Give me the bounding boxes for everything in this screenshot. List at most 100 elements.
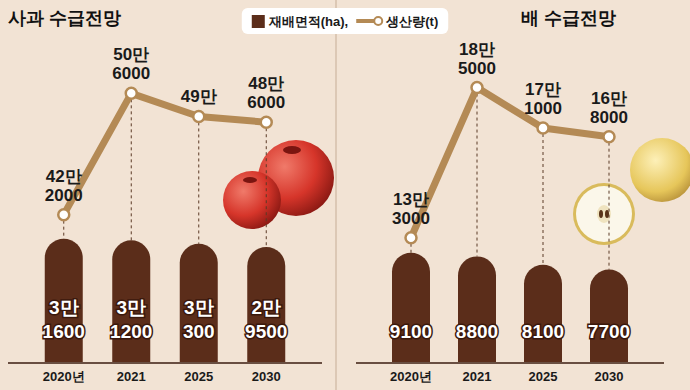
drop-line bbox=[266, 122, 267, 247]
label-line: 2만 bbox=[251, 297, 281, 318]
bar-series bbox=[392, 253, 628, 362]
category-label: 2030 bbox=[595, 369, 624, 384]
legend-label: 생산량(t) bbox=[385, 14, 438, 29]
pear-seed bbox=[599, 210, 603, 218]
bar-label: 7700 bbox=[588, 321, 630, 342]
chart-title: 배 수급전망 bbox=[521, 8, 616, 28]
line-label: 17만1000 bbox=[524, 80, 562, 118]
bar bbox=[112, 240, 150, 362]
category-label: 2020년 bbox=[390, 369, 432, 384]
label-line: 48만 bbox=[248, 74, 284, 93]
line-label: 49만 bbox=[181, 87, 217, 106]
legend: 재배면적(ha), 생산량(t) bbox=[242, 8, 448, 34]
line-marker bbox=[58, 209, 69, 220]
baseline bbox=[356, 362, 664, 364]
drop-line bbox=[609, 137, 610, 270]
label-line: 2000 bbox=[45, 186, 83, 205]
baseline bbox=[8, 362, 322, 364]
label-line: 5000 bbox=[458, 59, 496, 78]
line-series bbox=[406, 82, 615, 270]
line-marker bbox=[193, 111, 204, 122]
bar bbox=[180, 244, 218, 362]
chart-root: 사과 수급전망 3만 1600 3만 1200 3만300 2만 9500 42만2000 50만… bbox=[0, 0, 690, 390]
legend-item: 재배면적(ha), bbox=[252, 14, 348, 29]
bar-label: 2만 9500 bbox=[245, 297, 287, 342]
background bbox=[0, 0, 690, 390]
line-marker bbox=[472, 82, 483, 93]
legend-swatch bbox=[252, 15, 265, 28]
line-marker bbox=[261, 117, 272, 128]
category-label: 2030 bbox=[252, 369, 281, 384]
bar bbox=[392, 253, 430, 362]
drop-line bbox=[477, 88, 478, 257]
line-marker bbox=[538, 123, 549, 134]
label-line: 9500 bbox=[245, 321, 287, 342]
label-line: 3000 bbox=[392, 209, 430, 228]
pear-core bbox=[597, 205, 611, 223]
label-line: 49만 bbox=[181, 87, 217, 106]
pear-half-rim bbox=[573, 183, 635, 245]
label-line: 6000 bbox=[112, 64, 150, 83]
label-line: 3만 bbox=[49, 297, 79, 318]
apple-stem-hollow bbox=[283, 146, 301, 154]
label-line: 3만 bbox=[116, 297, 146, 318]
pear-half-flesh bbox=[576, 186, 632, 242]
legend-label: 재배면적(ha), bbox=[268, 14, 348, 29]
pear bbox=[630, 138, 690, 202]
label-line: 7700 bbox=[588, 321, 630, 342]
line-label: 42만2000 bbox=[45, 167, 83, 205]
category-label: 2021 bbox=[117, 369, 146, 384]
label-line: 17만 bbox=[525, 80, 561, 99]
drop-line bbox=[543, 128, 544, 265]
bar-label: 3만 1200 bbox=[110, 297, 152, 342]
line-label: 18만5000 bbox=[458, 40, 496, 78]
panel-divider bbox=[335, 0, 336, 390]
drop-line bbox=[131, 93, 132, 240]
legend-marker bbox=[374, 17, 382, 25]
label-line: 42만 bbox=[46, 167, 82, 186]
chart-panel: 사과 수급전망 3만 1600 3만 1200 3만300 2만 9500 42만2000 50만… bbox=[8, 8, 334, 384]
bar-label: 3만300 bbox=[183, 297, 215, 342]
label-line: 18만 bbox=[459, 40, 495, 59]
label-line: 16만 bbox=[591, 89, 627, 108]
label-line: 8100 bbox=[522, 321, 564, 342]
apple bbox=[223, 171, 281, 229]
line-label: 48만6000 bbox=[247, 74, 285, 112]
bar bbox=[45, 239, 83, 362]
category-label: 2021 bbox=[463, 369, 492, 384]
label-line: 8800 bbox=[456, 321, 498, 342]
label-line: 3만 bbox=[184, 297, 214, 318]
pear-seed bbox=[605, 210, 609, 218]
bar-label: 9100 bbox=[390, 321, 432, 342]
label-line: 1200 bbox=[110, 321, 152, 342]
data-labels: 3만16003만12003만3002만950042만200050만600049만… bbox=[43, 45, 288, 342]
apple-illustration bbox=[223, 140, 334, 229]
category-label: 2025 bbox=[529, 369, 558, 384]
pear-illustration bbox=[573, 138, 690, 245]
apple-stem-hollow bbox=[243, 177, 257, 183]
label-line: 50만 bbox=[113, 45, 149, 64]
line-label: 16만8000 bbox=[590, 89, 628, 127]
label-line: 1000 bbox=[524, 99, 562, 118]
plot-area bbox=[392, 82, 628, 362]
bar-label: 8800 bbox=[456, 321, 498, 342]
line-series bbox=[58, 88, 272, 247]
line-marker bbox=[126, 88, 137, 99]
legend-item: 생산량(t) bbox=[356, 14, 438, 29]
chart-title: 사과 수급전망 bbox=[8, 8, 121, 28]
bar-series bbox=[45, 239, 286, 362]
line-label: 50만6000 bbox=[112, 45, 150, 83]
bar bbox=[247, 247, 285, 362]
bar bbox=[590, 270, 628, 362]
line-label: 13만3000 bbox=[392, 190, 430, 228]
bar bbox=[458, 256, 496, 362]
label-line: 1600 bbox=[43, 321, 85, 342]
bar-label: 3만 1600 bbox=[43, 297, 85, 342]
label-line: 6000 bbox=[247, 93, 285, 112]
production-line bbox=[411, 88, 609, 238]
line-marker bbox=[604, 131, 615, 142]
production-line bbox=[64, 93, 267, 214]
category-label: 2020년 bbox=[43, 369, 85, 384]
bar-label: 8100 bbox=[522, 321, 564, 342]
bar bbox=[524, 265, 562, 362]
